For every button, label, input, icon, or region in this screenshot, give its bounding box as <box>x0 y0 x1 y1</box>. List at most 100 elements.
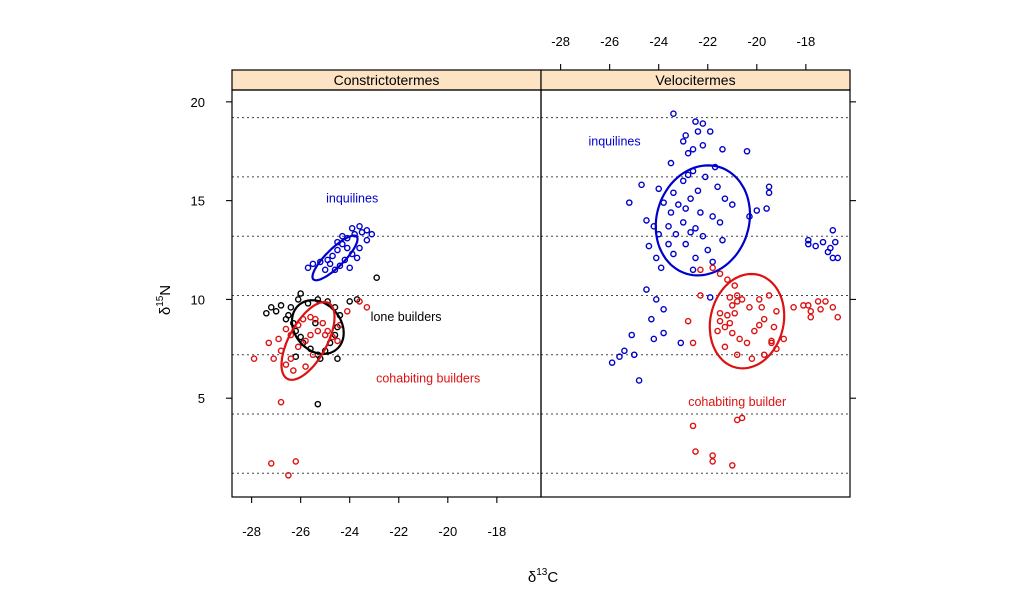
data-point-lone <box>334 355 341 362</box>
panels-group: Constrictotermes inquilines lone builders c… <box>231 69 851 498</box>
strip-label: Constrictotermes <box>334 72 440 88</box>
annotation-inquilines: inquilines <box>326 192 378 206</box>
data-point-inquilines <box>304 264 312 272</box>
x-axis-title-element: C <box>547 569 558 586</box>
data-point-inquilines <box>665 240 672 248</box>
x-tick-label: -20 <box>438 524 457 539</box>
data-point-inquilines <box>699 120 707 127</box>
data-point-inquilines <box>692 225 699 232</box>
data-point-lone <box>297 290 304 297</box>
data-point-inquilines <box>728 201 736 208</box>
x-tick-label: -26 <box>291 524 310 539</box>
data-point-cohabiting <box>285 471 292 479</box>
ellipse-inquilines <box>654 164 752 277</box>
data-point-inquilines <box>743 147 751 155</box>
data-point-lone <box>263 309 270 317</box>
data-point-inquilines <box>657 264 665 272</box>
data-point-inquilines <box>697 209 704 216</box>
data-point-cohabiting <box>726 294 734 301</box>
x-tick-label-top: -22 <box>698 34 717 49</box>
data-point-inquilines <box>682 205 689 212</box>
data-point-lone <box>312 319 319 327</box>
panel-frame <box>231 89 542 498</box>
data-point-cohabiting <box>302 363 309 370</box>
data-point-cohabiting <box>319 319 327 327</box>
data-point-cohabiting <box>817 306 824 313</box>
panel-velocitermes: Velocitermes inquilines cohabiting builder <box>540 69 851 498</box>
ellipse-lone <box>290 299 345 355</box>
data-point-cohabiting <box>714 327 721 335</box>
data-point-inquilines <box>336 262 344 270</box>
data-point-inquilines <box>608 359 616 366</box>
data-point-cohabiting <box>748 355 756 362</box>
data-point-inquilines <box>638 181 645 189</box>
data-point-inquilines <box>689 266 697 274</box>
data-point-inquilines <box>682 132 689 139</box>
data-point-inquilines <box>689 145 697 153</box>
data-point-cohabiting <box>314 327 322 335</box>
data-point-cohabiting <box>363 304 371 311</box>
data-point-cohabiting <box>728 462 736 469</box>
data-point-inquilines <box>660 329 667 337</box>
annotation-cohabiting: cohabiting builders <box>376 371 480 385</box>
annotation-lone: lone builders <box>371 310 442 324</box>
data-point-lone <box>272 307 280 315</box>
data-point-inquilines <box>363 236 371 244</box>
x-axis-title-sup: 13 <box>536 567 548 578</box>
data-point-cohabiting <box>770 323 778 331</box>
data-point-inquilines <box>702 173 709 181</box>
y-axis-title-sup: 15 <box>155 295 166 307</box>
data-point-cohabiting <box>726 319 734 327</box>
data-point-cohabiting <box>302 337 309 345</box>
data-point-cohabiting <box>755 296 763 303</box>
data-point-cohabiting <box>709 264 716 272</box>
data-point-cohabiting <box>312 315 319 323</box>
data-point-inquilines <box>677 339 685 347</box>
x-tick-label-top: -24 <box>649 34 668 49</box>
data-point-inquilines <box>368 230 376 238</box>
data-point-inquilines <box>719 236 726 244</box>
y-tick-label: 20 <box>191 95 205 110</box>
data-point-inquilines <box>630 351 638 359</box>
data-point-cohabiting <box>807 307 815 315</box>
data-point-cohabiting <box>716 317 724 325</box>
data-point-lone <box>373 274 380 281</box>
data-point-cohabiting <box>692 448 699 455</box>
data-point-inquilines <box>331 266 339 274</box>
data-point-lone <box>346 298 354 305</box>
x-tick-label: -18 <box>487 524 506 539</box>
data-point-inquilines <box>692 254 699 262</box>
data-point-inquilines <box>670 110 677 118</box>
data-point-inquilines <box>341 256 349 264</box>
data-point-inquilines <box>645 242 653 250</box>
data-point-cohabiting <box>334 337 341 345</box>
data-point-cohabiting <box>689 339 697 347</box>
data-point-inquilines <box>652 296 660 303</box>
data-point-cohabiting <box>768 337 775 345</box>
data-point-cohabiting <box>765 292 773 299</box>
data-point-cohabiting <box>321 331 329 339</box>
data-point-cohabiting <box>270 355 277 362</box>
data-point-lone <box>294 296 302 303</box>
data-point-inquilines <box>714 183 721 191</box>
data-point-cohabiting <box>746 304 753 311</box>
x-tick-label-top: -20 <box>747 34 766 49</box>
data-point-inquilines <box>343 244 351 252</box>
data-point-cohabiting <box>738 414 746 422</box>
data-point-cohabiting <box>834 313 842 321</box>
data-point-cohabiting <box>805 302 812 309</box>
data-point-inquilines <box>805 236 812 244</box>
data-point-inquilines <box>309 260 317 268</box>
data-point-cohabiting <box>721 323 729 331</box>
x-tick-label-top: -18 <box>796 34 815 49</box>
data-point-lone <box>287 304 295 311</box>
data-point-inquilines <box>694 187 702 195</box>
data-point-cohabiting <box>721 343 729 351</box>
data-point-inquilines <box>334 246 341 254</box>
data-point-inquilines <box>692 118 699 125</box>
data-point-inquilines <box>625 199 633 206</box>
x-tick-label: -28 <box>242 524 261 539</box>
data-point-cohabiting <box>277 398 285 406</box>
data-point-inquilines <box>652 254 660 262</box>
data-point-inquilines <box>834 254 842 262</box>
